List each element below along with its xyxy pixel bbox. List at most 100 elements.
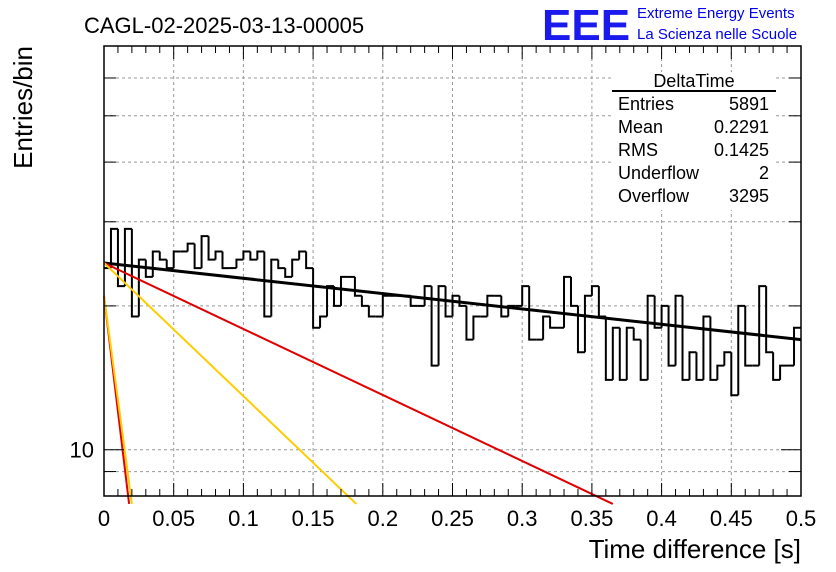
histogram-bin (193, 243, 202, 270)
histogram-bin (242, 250, 251, 260)
histogram-bin (165, 259, 174, 270)
histogram-bin (235, 258, 244, 269)
histogram-bin (130, 228, 139, 318)
fit-line-black (103, 261, 802, 342)
histogram-bin (430, 286, 439, 367)
histogram-bin (674, 294, 683, 366)
histogram-bin (437, 285, 446, 366)
histogram-bin (186, 242, 195, 252)
histogram-bin (207, 236, 216, 261)
histogram-bin (653, 295, 662, 329)
x-tick-label: 0.15 (292, 506, 335, 531)
histogram-bin (256, 250, 265, 260)
x-tick-label: 0.2 (368, 506, 399, 531)
histogram-bin (472, 315, 481, 340)
logo-mark: EEE (542, 1, 630, 50)
histogram-bin (737, 304, 746, 396)
histogram-bin (298, 250, 307, 260)
stats-value-underflow: 2 (759, 163, 769, 183)
histogram-bin (360, 295, 369, 307)
fit-line-red (103, 262, 614, 505)
stats-label-entries: Entries (618, 94, 674, 114)
histogram-bin (744, 305, 753, 367)
histogram-bin (409, 295, 418, 307)
histogram-bin (319, 315, 328, 328)
histogram-bin (618, 327, 627, 381)
x-tick-label: 0.5 (786, 506, 817, 531)
histogram-bin (284, 268, 293, 278)
stats-box-background (612, 72, 776, 210)
histogram-bin (604, 316, 613, 381)
histogram-bin (709, 316, 718, 381)
histogram-bin (221, 251, 230, 270)
stats-value-mean: 0.2291 (714, 117, 769, 137)
stats-value-entries: 5891 (729, 94, 769, 114)
histogram-bin (277, 259, 286, 270)
stats-label-underflow: Underflow (618, 163, 700, 183)
histogram-bin (333, 286, 341, 307)
histogram-bin (500, 295, 509, 318)
histogram-bin (444, 286, 453, 318)
x-tick-label: 0.45 (710, 506, 753, 531)
y-tick-label: 10 (70, 438, 94, 463)
histogram-bin (590, 285, 599, 296)
stats-label-rms: RMS (618, 140, 658, 160)
histogram-bin (123, 227, 132, 287)
histogram-bin (716, 364, 725, 380)
y-axis-title: Entries/bin (8, 46, 38, 169)
histogram-bin (758, 285, 767, 366)
histogram-bin (465, 305, 474, 341)
histogram-bin (291, 258, 300, 277)
eee-logo: EEE Extreme Energy Events La Scienza nel… (542, 1, 797, 50)
histogram-bin (723, 351, 732, 366)
x-tick-label: 0.4 (646, 506, 677, 531)
histogram-bin (563, 275, 571, 328)
stats-label-mean: Mean (618, 117, 663, 137)
histogram-bin (660, 304, 669, 328)
fit-line-yellow (103, 295, 133, 505)
histogram-bin (116, 228, 125, 288)
histogram-bin (109, 227, 118, 269)
fit-curves (103, 261, 802, 505)
stats-value-rms: 0.1425 (714, 140, 769, 160)
histogram-bin (507, 304, 516, 317)
stats-box-name: DeltaTime (653, 71, 734, 91)
histogram-bin (639, 339, 648, 381)
stats-value-overflow: 3295 (729, 186, 769, 206)
x-axis-title: Time difference [s] (589, 534, 801, 564)
x-tick-label: 0.1 (228, 506, 259, 531)
histogram-bin (569, 276, 578, 307)
histogram-bin (353, 276, 362, 297)
histogram-bin (263, 251, 272, 318)
histogram-bin (576, 305, 585, 354)
histogram-bin (779, 364, 788, 380)
histogram-bin (695, 352, 704, 381)
fit-line-yellow (103, 262, 358, 505)
x-tick-label: 0 (98, 506, 110, 531)
logo-line-2: La Scienza nelle Scuole (637, 26, 797, 43)
histogram-bin (451, 294, 460, 317)
histogram-bin (765, 286, 774, 354)
x-tick-label: 0.3 (507, 506, 538, 531)
histogram-bin (681, 295, 690, 381)
histogram-bin (632, 327, 641, 341)
histogram-bin (772, 352, 781, 381)
histogram-bin (305, 251, 314, 270)
histogram-bin (312, 268, 321, 329)
histogram-bin (249, 251, 258, 261)
axis-ticks (103, 46, 802, 496)
x-tick-label: 0.25 (431, 506, 474, 531)
stats-box: DeltaTime Entries 5891 Mean 0.2291 RMS 0… (612, 71, 776, 210)
histogram-bin (688, 351, 697, 380)
histogram-bins (104, 227, 801, 397)
stats-label-overflow: Overflow (618, 186, 690, 206)
histogram-bin (158, 251, 167, 261)
histogram-bin (793, 326, 801, 366)
chart-title: CAGL-02-2025-03-13-00005 (84, 13, 364, 38)
histogram-bin (702, 315, 711, 380)
histogram-bin (521, 285, 530, 306)
histogram-bin (381, 294, 390, 317)
histogram-bin (646, 294, 655, 380)
histogram-bin (367, 305, 376, 318)
histogram-bin (270, 258, 279, 317)
